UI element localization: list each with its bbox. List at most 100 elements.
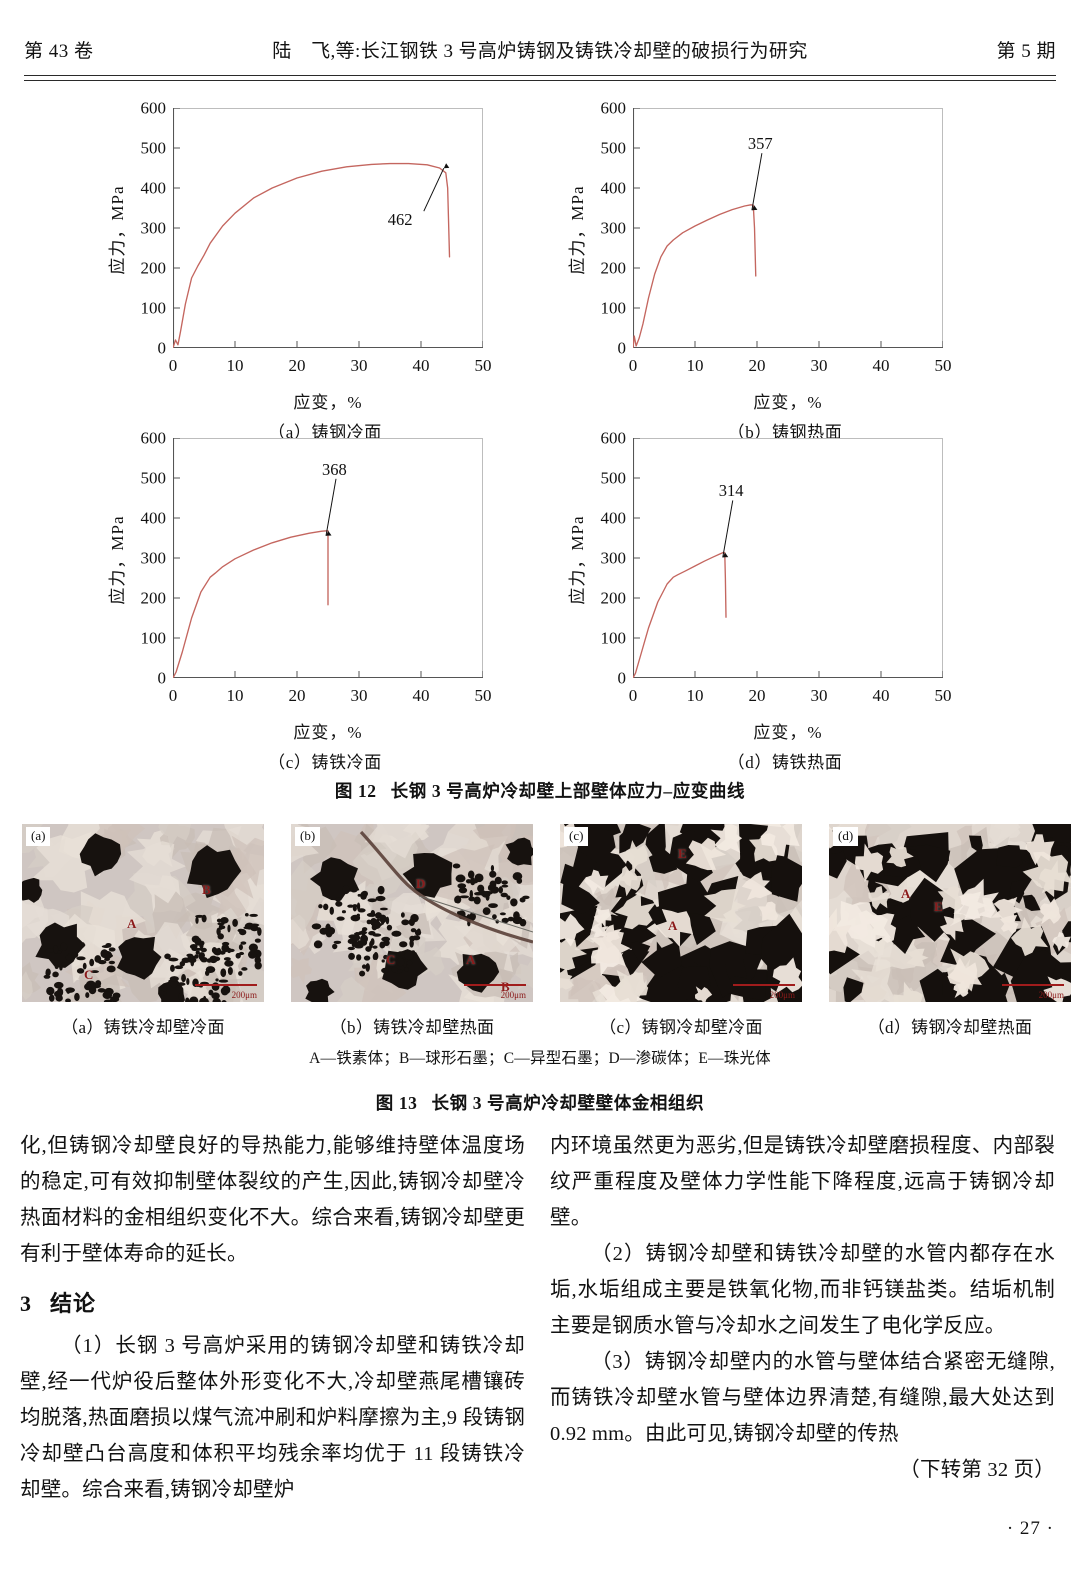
chart-c-subcaption: （c）铸铁冷面	[268, 753, 382, 772]
micrograph-a-image	[22, 824, 264, 1002]
chart-c-ytick-600: 600	[140, 428, 167, 448]
chart-b-cast-steel-hot-face: 应力，MPa 0 100 200 300 400 500 600 0 10 20 30 40 50 应变…	[555, 100, 1015, 443]
figure-12-caption-text: 长钢 3 号高炉冷却壁上部壁体应力–应变曲线	[390, 781, 746, 801]
micrograph-3-phase-label-E: E	[934, 899, 943, 914]
figure-13-legend: A—铁素体；B—球形石墨；C—异型石墨；D—渗碳体；E—珠光体	[309, 1050, 771, 1067]
body-column-left: 化,但铸钢冷却壁良好的导热能力,能够维持壁体温度场的稳定,可有效抑制壁体裂纹的产…	[20, 1128, 525, 1508]
chart-a-ytick-500: 500	[140, 138, 167, 158]
chart-d-xtick-30: 30	[810, 686, 828, 705]
chart-b-ytick-500: 500	[600, 138, 627, 158]
micrograph-2-scale-bar	[733, 984, 795, 986]
chart-b-ytick-600: 600	[600, 98, 627, 118]
chart-a-ytick-100: 100	[140, 298, 167, 318]
micrograph-0-phase-label-A: A	[127, 916, 137, 931]
chart-a-xtick-50: 50	[474, 356, 492, 375]
chart-a-ytick-0: 0	[157, 338, 167, 358]
chart-c-ylabel: 应力，MPa	[108, 515, 127, 605]
chart-c-xtick-40: 40	[412, 686, 430, 705]
chart-a-subcaption: （a）铸钢冷面	[268, 423, 382, 442]
chart-b-xtick-0: 0	[628, 356, 638, 375]
chart-b-ylabel: 应力，MPa	[568, 185, 587, 275]
figure-12: 应力，MPa 0 100 200 300 400 500 600 0 10 20 30 40 50 应变…	[0, 100, 1080, 773]
section-number: 3	[20, 1291, 32, 1316]
figure-13-caption: 图 13 长钢 3 号高炉冷却壁壁体金相组织	[0, 1090, 1080, 1115]
chart-b-xlabel: 应变，%	[753, 393, 823, 412]
micrograph-1-phase-label-D: D	[416, 876, 426, 891]
chart-d-annotation-arrow	[722, 500, 734, 558]
chart-d-ytick-600: 600	[600, 428, 627, 448]
chart-a-xtick-20: 20	[288, 356, 306, 375]
micrograph-0-scale-bar	[195, 984, 257, 986]
page-number: · 27 ·	[1006, 1518, 1054, 1539]
figure-13-caption-text: 长钢 3 号高炉冷却壁壁体金相组织	[431, 1093, 705, 1113]
chart-c-ytick-500: 500	[140, 468, 167, 488]
micrograph-c: (c) A E 200μm	[560, 824, 802, 1002]
chart-b-xtick-10: 10	[686, 356, 704, 375]
micrograph-2-phase-label-A: A	[668, 918, 678, 933]
micrograph-b: (b) A B C D 200μm	[291, 824, 533, 1002]
chart-c-ytick-0: 0	[157, 668, 167, 688]
chart-c-xtick-50: 50	[474, 686, 492, 705]
micrograph-1-tag: (b)	[295, 827, 321, 846]
chart-c-annotation-arrow	[325, 478, 337, 536]
micrograph-b-caption: （b）铸铁冷却壁热面	[329, 1018, 495, 1037]
chart-b-curve	[633, 204, 757, 348]
micrograph-1-scale-bar	[464, 984, 526, 986]
page-header: 第 43 卷 陆 飞,等:长江钢铁 3 号高炉铸钢及铸铁冷却壁的破损行为研究 第…	[0, 36, 1080, 70]
chart-c-ytick-100: 100	[140, 628, 167, 648]
chart-c-xtick-20: 20	[288, 686, 306, 705]
chart-b-plot-area: 0 100 200 300 400 500 600 0 10 20 30 40 50	[601, 100, 952, 375]
chart-b-ytick-0: 0	[617, 338, 627, 358]
chart-b-annotation-arrowhead	[751, 205, 758, 211]
micrograph-0-tag: (a)	[26, 827, 51, 846]
figure-13-panel-captions: （a）铸铁冷却壁冷面 （b）铸铁冷却壁热面 （c）铸钢冷却壁冷面 （d）铸钢冷却…	[0, 1013, 1080, 1039]
micrograph-c-caption: （c）铸钢冷却壁冷面	[599, 1018, 763, 1037]
chart-c-svg	[173, 438, 483, 678]
chart-c-xlabel: 应变，%	[293, 723, 363, 742]
header-issue: 第 5 期	[996, 41, 1056, 62]
micrograph-a: (a) A B C 200μm	[22, 824, 264, 1002]
chart-b-svg	[633, 108, 943, 348]
chart-d-ytick-400: 400	[600, 508, 627, 528]
chart-d-ytick-300: 300	[600, 548, 627, 568]
chart-a-annotation-arrow	[423, 167, 445, 212]
chart-a-xtick-30: 30	[350, 356, 368, 375]
micrograph-3-scale-bar	[1002, 984, 1064, 986]
chart-a-ytick-200: 200	[140, 258, 167, 278]
chart-b-xtick-30: 30	[810, 356, 828, 375]
chart-b-ytick-400: 400	[600, 178, 627, 198]
chart-d-annotation-label: 314	[718, 481, 744, 501]
micrograph-2-phase-label-E: E	[678, 846, 687, 861]
chart-a-plot-area: 0 100 200 300 400 500 600 0 10 20 30 40 50	[141, 100, 492, 375]
chart-b-annotation-label: 357	[747, 134, 773, 154]
chart-d-xtick-0: 0	[628, 686, 638, 705]
micrograph-0-phase-label-B: B	[202, 882, 211, 897]
figure-12-caption: 图 12 长钢 3 号高炉冷却壁上部壁体应力–应变曲线	[0, 778, 1080, 803]
micrograph-3-tag: (d)	[833, 827, 859, 846]
micrograph-2-scale-text: 200μm	[769, 990, 795, 1000]
micrograph-b-image	[291, 824, 533, 1002]
section-heading-conclusions: 3 结论	[20, 1286, 525, 1322]
chart-d-xtick-10: 10	[686, 686, 704, 705]
chart-c-ytick-300: 300	[140, 548, 167, 568]
chart-d-xtick-20: 20	[748, 686, 766, 705]
chart-d-plot-area: 0 100 200 300 400 500 600 0 10 20 30 40 50	[601, 430, 952, 705]
chart-b-ytick-300: 300	[600, 218, 627, 238]
micrograph-3-phase-label-A: A	[901, 886, 911, 901]
chart-b-annotation-arrow	[751, 153, 763, 211]
right-paragraph-3: （3）铸钢冷却壁内的水管与壁体结合紧密无缝隙,而铸铁冷却壁水管与壁体边界清楚,有…	[550, 1351, 1055, 1445]
chart-c-cast-iron-cold-face: 应力，MPa 0 100 200 300 400 500 600 0 10 20 30 40 50 应变…	[95, 428, 555, 773]
chart-c-ytick-200: 200	[140, 588, 167, 608]
chart-a-svg	[173, 108, 483, 348]
chart-d-ytick-100: 100	[600, 628, 627, 648]
chart-a-xtick-40: 40	[412, 356, 430, 375]
chart-a-xlabel: 应变，%	[293, 393, 363, 412]
chart-c-xtick-10: 10	[226, 686, 244, 705]
left-paragraph-1: 化,但铸钢冷却壁良好的导热能力,能够维持壁体温度场的稳定,可有效抑制壁体裂纹的产…	[20, 1135, 525, 1265]
chart-b-xtick-20: 20	[748, 356, 766, 375]
chart-d-svg	[633, 438, 943, 678]
chart-d-ytick-500: 500	[600, 468, 627, 488]
figure-13-micrographs: (a) A B C 200μm (b) A B C D 200μm (c) A E 200μm (d) A…	[0, 824, 1080, 1004]
micrograph-0-scale-text: 200μm	[231, 990, 257, 1000]
